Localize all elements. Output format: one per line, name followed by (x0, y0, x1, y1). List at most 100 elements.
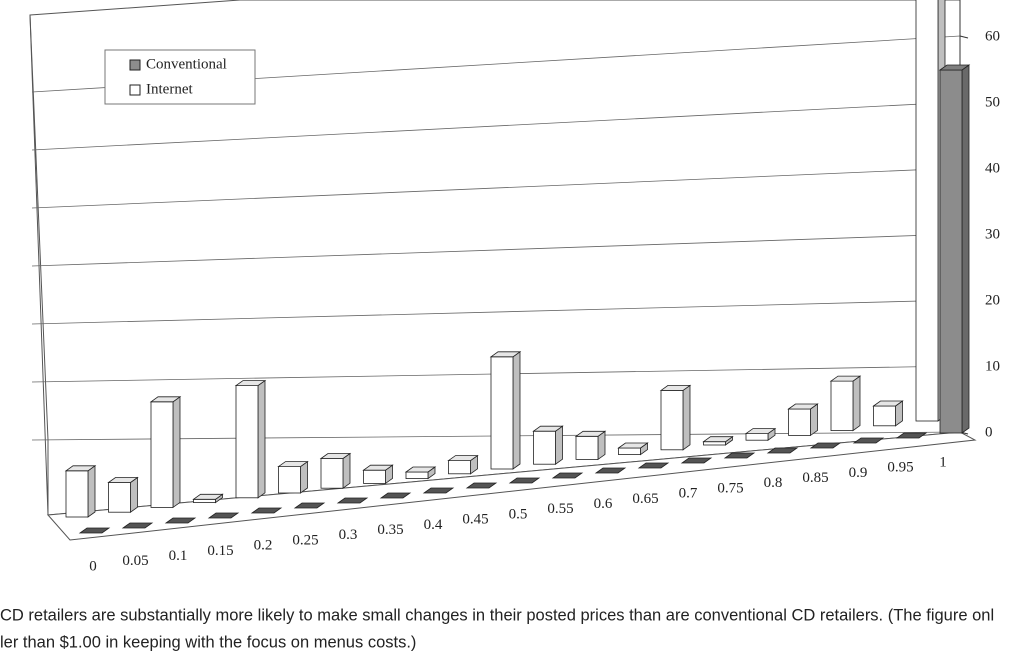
bar-top (551, 472, 584, 479)
bar-front (150, 401, 174, 508)
bar-front (873, 405, 896, 427)
bar-top (277, 461, 309, 468)
bar (532, 425, 564, 465)
bar-side (172, 396, 181, 509)
bar-top (574, 430, 607, 437)
bar-side (961, 64, 970, 434)
bar (938, 64, 971, 434)
x-tick-label: 0.35 (377, 522, 403, 538)
bar (336, 497, 369, 504)
bar-front (830, 380, 854, 432)
bar-front (448, 460, 471, 475)
bar-top (787, 403, 819, 410)
bar-front (939, 69, 963, 434)
bar-front (235, 385, 259, 499)
bar-side (257, 379, 266, 499)
bar-top (809, 442, 842, 449)
bar-top (78, 527, 111, 534)
bar-top (121, 522, 154, 529)
bar-front (65, 470, 89, 518)
bar (107, 476, 139, 513)
x-tick-label: 0.8 (764, 475, 783, 491)
bar (465, 482, 498, 489)
bar-front (278, 466, 301, 494)
legend-swatch (129, 84, 141, 96)
x-tick-label: 0.6 (594, 496, 613, 512)
bar-top (659, 384, 692, 391)
y-tick-label: 0 (985, 424, 993, 440)
grid-line (31, 299, 961, 325)
x-tick-label: 0.65 (632, 491, 658, 507)
bar-top (637, 462, 670, 469)
x-tick-label: 0.55 (547, 501, 573, 517)
bar-top (594, 467, 627, 474)
bar-front (788, 408, 811, 436)
bar (234, 379, 267, 499)
bar-side (852, 375, 861, 432)
bar (489, 351, 522, 470)
x-tick-label: 1 (939, 454, 947, 470)
bar (404, 466, 437, 480)
x-tick-label: 0.1 (169, 548, 188, 564)
bar (680, 457, 713, 464)
bar (809, 442, 842, 449)
bar (64, 465, 97, 518)
bar-top (489, 351, 522, 358)
y-tick-label: 10 (985, 358, 1000, 374)
bar-side (512, 351, 521, 470)
tick-mark (959, 35, 969, 39)
grid-line (31, 233, 961, 267)
bar-top (422, 487, 455, 494)
bar-top (107, 477, 139, 483)
x-tick-label: 0 (89, 558, 97, 574)
bar (277, 460, 309, 494)
bar-top (938, 64, 971, 71)
x-tick-label: 0.45 (462, 512, 488, 528)
x-tick-label: 0.5 (509, 506, 528, 522)
bar-side (87, 465, 96, 518)
bar-front (193, 498, 216, 503)
bar-top (532, 425, 564, 432)
x-tick-label: 0.95 (887, 460, 913, 476)
bar-top (744, 428, 777, 435)
bar (250, 507, 283, 514)
bars (64, 0, 971, 534)
legend-label: Internet (146, 81, 193, 97)
bar-side (555, 425, 563, 465)
bar (149, 396, 182, 509)
bar-top (293, 502, 326, 509)
bar-top (872, 400, 904, 407)
bar (574, 430, 607, 461)
grid-line (31, 167, 961, 209)
bar (508, 477, 541, 484)
bar-front (490, 356, 514, 470)
bar-top (149, 396, 182, 403)
bar-side (130, 476, 138, 513)
x-tick-label: 0.7 (679, 486, 698, 502)
x-tick-label: 0.85 (802, 470, 828, 486)
floor (46, 431, 977, 541)
bar-top (617, 442, 649, 449)
legend-swatch (129, 59, 141, 71)
bar-front (660, 389, 684, 451)
bar-front (533, 430, 556, 465)
bar-top (702, 436, 734, 443)
bar-front (405, 471, 429, 479)
wall-edge (29, 14, 49, 516)
caption-line: CD retailers are substantially more like… (0, 606, 994, 624)
x-tick-label: 0.05 (122, 553, 148, 569)
bar (447, 454, 479, 475)
grid-line (31, 101, 961, 151)
y-tick-label: 20 (985, 292, 1000, 308)
labels: 0 10 20 30 40 50 60 0 0.05 0.1 0.15 0.2 0.25 0.3 0.35 0… (89, 28, 1000, 574)
bar (829, 375, 862, 432)
bar-top (362, 464, 394, 471)
bar-front (745, 433, 769, 441)
bar-top (250, 507, 283, 514)
bar (744, 427, 777, 441)
bar (379, 492, 412, 499)
bar (659, 384, 692, 451)
bar (787, 403, 819, 437)
bar-side (682, 384, 691, 451)
bar (766, 447, 799, 454)
